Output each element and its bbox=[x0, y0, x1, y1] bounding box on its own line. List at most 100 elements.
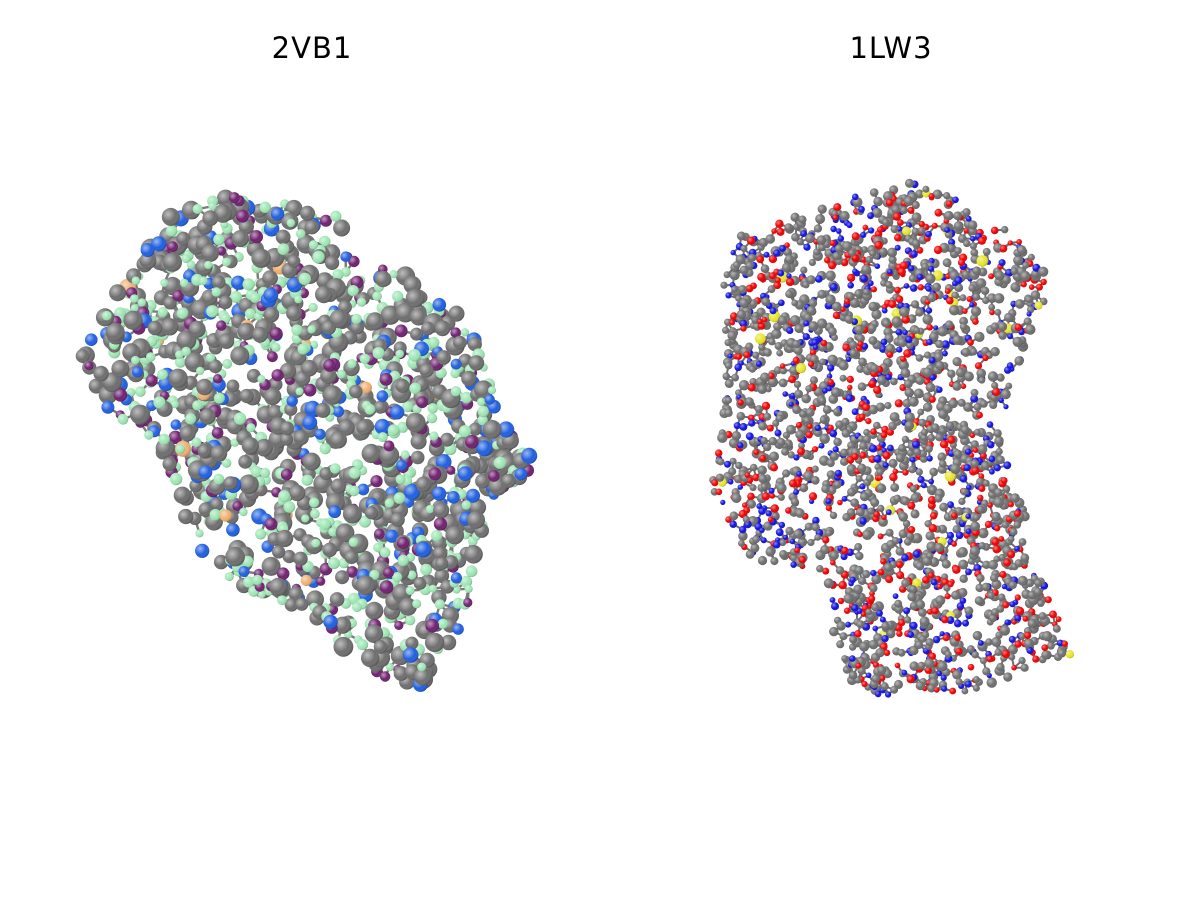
atom-shading bbox=[433, 502, 450, 519]
atom-shading bbox=[271, 369, 284, 382]
atom-shading bbox=[210, 497, 224, 511]
atom-shading bbox=[482, 420, 502, 439]
atom-shading bbox=[209, 509, 222, 521]
atom-shading bbox=[328, 557, 340, 570]
atom-shading bbox=[178, 508, 194, 525]
atom-shading bbox=[225, 546, 245, 567]
atom-shading bbox=[329, 463, 341, 474]
atom-shading bbox=[450, 386, 462, 397]
atom-shading bbox=[332, 269, 344, 281]
atom-shading bbox=[450, 368, 460, 379]
atom-shading bbox=[466, 488, 480, 503]
atom-shading bbox=[286, 305, 303, 322]
atom-shading bbox=[335, 523, 355, 543]
atom-shading bbox=[210, 445, 228, 462]
atom-shading bbox=[249, 292, 261, 303]
atom-shading bbox=[218, 333, 235, 349]
atom-layer bbox=[75, 189, 538, 692]
atom-shading bbox=[109, 284, 127, 302]
atom-shading bbox=[417, 662, 427, 672]
atom-shading bbox=[163, 296, 177, 310]
atom-shading bbox=[410, 433, 427, 450]
atom-shading bbox=[445, 525, 465, 545]
atom-shading bbox=[329, 592, 345, 607]
atom-shading bbox=[239, 474, 259, 495]
atom-shading bbox=[412, 599, 422, 609]
atom-shading bbox=[336, 369, 346, 379]
atom-shading bbox=[219, 509, 232, 522]
atom-shading bbox=[211, 275, 226, 290]
atom-shading bbox=[396, 459, 407, 471]
atom-shading bbox=[130, 304, 139, 313]
atom-shading bbox=[172, 290, 184, 302]
atom-shading bbox=[306, 590, 324, 609]
atom-shading bbox=[330, 478, 346, 494]
atom-shading bbox=[198, 276, 208, 286]
atom-shading bbox=[162, 456, 177, 472]
atom-shading bbox=[404, 615, 416, 626]
atom-shading bbox=[211, 287, 222, 297]
atom-shading bbox=[277, 595, 287, 605]
atom-shading bbox=[162, 252, 182, 272]
atom-shading bbox=[279, 362, 297, 380]
atom-shading bbox=[397, 421, 409, 433]
atom-shading bbox=[276, 529, 294, 548]
atom-shading bbox=[390, 512, 405, 527]
atom-shading bbox=[323, 359, 336, 372]
panel-title: 1LW3 bbox=[849, 31, 933, 65]
atom-shading bbox=[294, 295, 303, 304]
atom-shading bbox=[170, 419, 182, 431]
atom-shading bbox=[477, 397, 486, 407]
atom-shading bbox=[319, 518, 331, 530]
atom-shading bbox=[218, 295, 233, 309]
atom-shading bbox=[498, 421, 515, 438]
atom-shading bbox=[277, 567, 290, 580]
atom-shading bbox=[270, 207, 285, 221]
atom-shading bbox=[271, 342, 281, 352]
atom-shading bbox=[181, 254, 191, 264]
atom-shading bbox=[425, 504, 435, 514]
atom-shading bbox=[352, 602, 362, 613]
atom-shading bbox=[347, 592, 360, 605]
atom-shading bbox=[144, 430, 154, 440]
atom-shading bbox=[239, 507, 248, 517]
atom-shading bbox=[259, 467, 271, 478]
atom-shading bbox=[379, 373, 393, 386]
atom-shading bbox=[130, 294, 139, 303]
atom-shading bbox=[309, 497, 320, 508]
atom-shading bbox=[384, 498, 394, 508]
atom-shading bbox=[379, 580, 394, 594]
atom-shading bbox=[440, 432, 454, 447]
panel-title: 2VB1 bbox=[271, 31, 353, 65]
atom-shading bbox=[192, 400, 203, 411]
atom-shading bbox=[192, 204, 203, 214]
atom-shading bbox=[221, 257, 231, 267]
atom-shading bbox=[361, 648, 380, 668]
atom-shading bbox=[415, 541, 432, 558]
atom-shading bbox=[372, 347, 385, 359]
atom-shading bbox=[298, 272, 312, 286]
atom-shading bbox=[394, 324, 408, 338]
atom-shading bbox=[230, 438, 239, 447]
atom-shading bbox=[416, 396, 428, 409]
atom-shading bbox=[457, 466, 473, 482]
atom-shading bbox=[347, 359, 357, 369]
atom-shading bbox=[432, 298, 447, 312]
atom-shading bbox=[477, 415, 488, 426]
atom-shading bbox=[169, 472, 183, 486]
atom-shading bbox=[280, 432, 294, 446]
atom-shading bbox=[374, 418, 391, 435]
atom-shading bbox=[284, 598, 299, 612]
atom-shading bbox=[359, 353, 370, 364]
atom-shading bbox=[282, 549, 296, 564]
atom-shading bbox=[369, 569, 380, 581]
molecule-1lw3-render bbox=[709, 178, 1074, 698]
atom-shading bbox=[380, 305, 400, 325]
atom-shading bbox=[488, 470, 500, 482]
atom-shading bbox=[350, 320, 364, 335]
atom-shading bbox=[344, 550, 359, 565]
atom-shading bbox=[302, 452, 321, 471]
atom-shading bbox=[213, 554, 229, 570]
atom-shading bbox=[201, 244, 219, 262]
atom-shading bbox=[315, 285, 333, 304]
